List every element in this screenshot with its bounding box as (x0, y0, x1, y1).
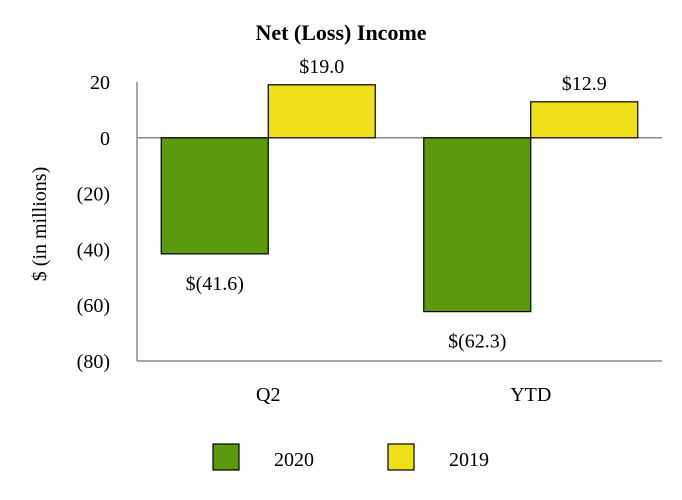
data-label-2019-YTD: $12.9 (562, 73, 607, 95)
data-label-2020-Q2: $(41.6) (186, 273, 244, 295)
legend-swatch-2019 (387, 443, 415, 471)
x-tick-label: YTD (510, 384, 551, 406)
y-tick-label: (80) (77, 351, 110, 373)
y-tick-label: (40) (77, 239, 110, 261)
y-tick-label: (20) (77, 184, 110, 206)
data-labels: $(41.6) $19.0 $(62.3) $12.9 (186, 56, 607, 353)
bar-2020-Q2 (160, 137, 269, 255)
y-tick-label: 20 (90, 72, 110, 94)
legend-label: 2020 (274, 449, 314, 471)
y-axis-label: $ (in millions) (29, 167, 51, 281)
legend-label: 2019 (449, 449, 489, 471)
data-label-2019-Q2: $19.0 (299, 56, 344, 78)
y-tick-label: 0 (100, 128, 110, 150)
legend: 2020 2019 (212, 443, 489, 471)
x-tick-label: Q2 (256, 384, 280, 406)
data-label-2020-YTD: $(62.3) (448, 331, 506, 353)
bar-2019-YTD (530, 101, 639, 139)
bar-2020-YTD (423, 137, 532, 313)
chart-title: Net (Loss) Income (255, 20, 426, 45)
y-ticks: 20 0 (20) (40) (60) (80) (77, 72, 110, 373)
bar-2019-Q2 (267, 84, 376, 139)
bars (160, 84, 639, 313)
x-ticks: Q2 YTD (256, 384, 551, 406)
y-tick-label: (60) (77, 295, 110, 317)
legend-swatch-2020 (212, 443, 240, 471)
